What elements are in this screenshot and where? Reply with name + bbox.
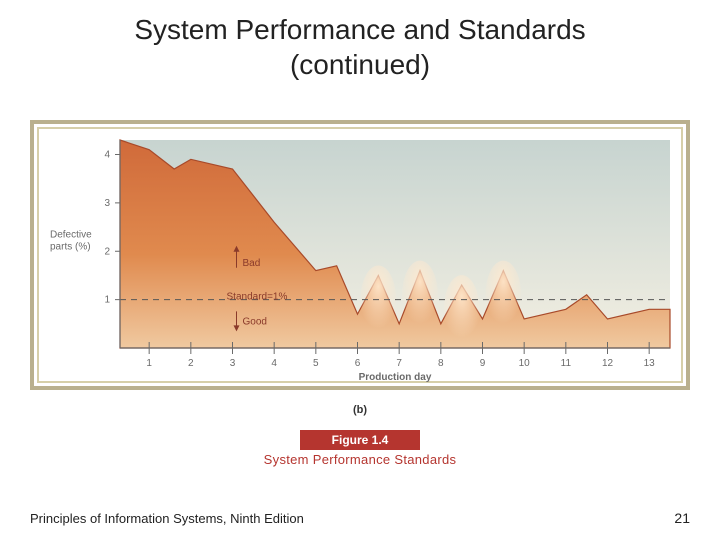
title-line-1: System Performance and Standards (134, 14, 585, 45)
svg-text:4: 4 (271, 358, 277, 369)
svg-text:2: 2 (188, 358, 194, 369)
svg-text:Defective: Defective (50, 229, 92, 240)
svg-text:12: 12 (602, 358, 614, 369)
svg-text:4: 4 (104, 150, 110, 161)
svg-text:10: 10 (519, 358, 531, 369)
svg-text:8: 8 (438, 358, 444, 369)
figure-caption: System Performance Standards (0, 452, 720, 467)
slide: System Performance and Standards (contin… (0, 0, 720, 540)
figure-badge: Figure 1.4 (300, 430, 420, 450)
area-chart: 1234Defectiveparts (%)12345678910111213P… (30, 120, 690, 390)
svg-text:7: 7 (396, 358, 402, 369)
slide-title: System Performance and Standards (contin… (0, 0, 720, 82)
svg-text:3: 3 (104, 198, 110, 209)
svg-text:13: 13 (644, 358, 656, 369)
svg-text:11: 11 (561, 358, 572, 369)
svg-text:3: 3 (230, 358, 236, 369)
title-line-2: (continued) (290, 49, 430, 80)
good-label: Good (243, 316, 267, 327)
svg-text:parts (%): parts (%) (50, 241, 91, 252)
svg-text:1: 1 (146, 358, 152, 369)
svg-text:2: 2 (104, 246, 110, 257)
page-number: 21 (674, 510, 690, 526)
svg-text:Production day: Production day (359, 372, 432, 383)
figure-frame: 1234Defectiveparts (%)12345678910111213P… (30, 120, 690, 390)
standard-label: Standard=1% (227, 292, 288, 303)
svg-text:1: 1 (104, 295, 110, 306)
bad-label: Bad (243, 258, 261, 269)
svg-text:6: 6 (355, 358, 361, 369)
panel-label: (b) (0, 404, 720, 416)
svg-text:9: 9 (480, 358, 486, 369)
svg-text:5: 5 (313, 358, 319, 369)
footer-source: Principles of Information Systems, Ninth… (30, 511, 304, 526)
